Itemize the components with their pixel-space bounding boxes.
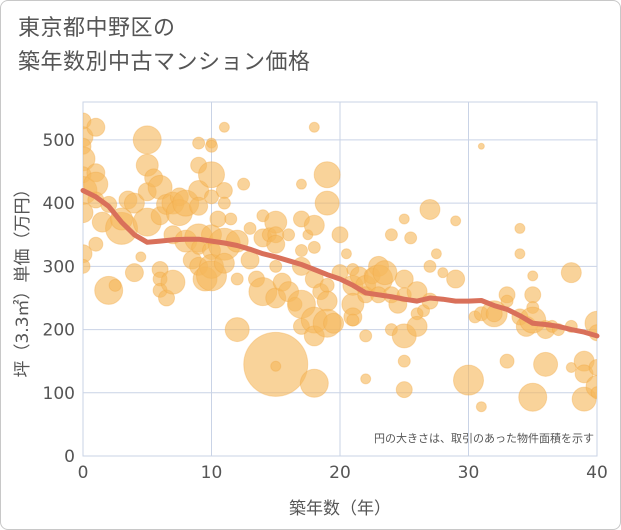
bubble bbox=[295, 178, 307, 190]
bubble bbox=[398, 213, 410, 225]
bubble bbox=[299, 368, 329, 398]
bubble bbox=[316, 290, 338, 312]
bubble bbox=[135, 251, 147, 263]
bubble bbox=[527, 270, 539, 282]
bubble bbox=[108, 278, 122, 292]
bubble bbox=[406, 315, 428, 337]
bubble bbox=[477, 142, 485, 150]
bubble bbox=[560, 262, 582, 284]
bubble bbox=[346, 313, 360, 327]
bubble bbox=[450, 215, 462, 227]
bubble bbox=[282, 228, 296, 242]
bubble bbox=[423, 259, 437, 273]
x-tick-labels: 0 10 20 30 40 bbox=[78, 463, 608, 483]
bubble bbox=[86, 117, 106, 137]
bubble bbox=[446, 269, 466, 289]
bubble bbox=[123, 192, 145, 214]
bubble bbox=[372, 260, 398, 286]
bubble bbox=[270, 360, 282, 372]
bubble bbox=[198, 161, 225, 189]
y-axis-label: 坪（3.3㎡）単価（万円） bbox=[13, 180, 33, 377]
bubble bbox=[419, 198, 441, 220]
bubble bbox=[213, 252, 235, 274]
bubble bbox=[524, 286, 542, 304]
bubble bbox=[475, 401, 487, 413]
bubble bbox=[160, 269, 186, 295]
bubble bbox=[307, 240, 321, 254]
bubble bbox=[319, 277, 335, 293]
bubble bbox=[308, 121, 320, 133]
y-tick-label: 300 bbox=[43, 257, 75, 277]
bubble bbox=[565, 362, 577, 373]
bubble bbox=[266, 234, 286, 254]
bubble bbox=[209, 210, 227, 228]
y-tick-label: 0 bbox=[64, 447, 75, 467]
bubble bbox=[83, 258, 91, 274]
bubble bbox=[269, 259, 283, 273]
bubble bbox=[590, 386, 597, 400]
y-tick-label: 100 bbox=[43, 384, 75, 404]
bubble bbox=[533, 351, 559, 377]
bubble bbox=[237, 177, 251, 191]
x-tick-label: 10 bbox=[201, 463, 223, 483]
x-tick-label: 20 bbox=[329, 463, 351, 483]
title-line-1: 東京都中野区の bbox=[18, 16, 176, 41]
bubble bbox=[430, 248, 442, 260]
bubble bbox=[313, 161, 341, 189]
y-tick-label: 400 bbox=[43, 194, 75, 214]
bubble bbox=[205, 139, 218, 153]
x-tick-label: 30 bbox=[458, 463, 480, 483]
bubble bbox=[224, 212, 238, 226]
bubble bbox=[395, 381, 413, 399]
bubble bbox=[453, 364, 484, 396]
bubble bbox=[303, 214, 325, 236]
bubble bbox=[124, 263, 144, 283]
trend-line bbox=[80, 188, 600, 339]
bubble bbox=[397, 354, 411, 368]
bubble bbox=[314, 190, 340, 216]
title-line-2: 築年数別中古マンション価格 bbox=[18, 50, 311, 75]
bubble bbox=[224, 317, 250, 343]
bubble bbox=[83, 244, 93, 264]
x-tick-label: 0 bbox=[78, 463, 89, 483]
bubble bbox=[331, 226, 349, 244]
bubble bbox=[514, 248, 526, 260]
bubble bbox=[437, 267, 449, 279]
bubble bbox=[243, 221, 257, 235]
y-tick-label: 200 bbox=[43, 321, 75, 341]
chart-title: 東京都中野区の 築年数別中古マンション価格 bbox=[18, 12, 311, 80]
bubble bbox=[215, 182, 233, 199]
bubble bbox=[514, 222, 526, 234]
bubble bbox=[132, 125, 162, 155]
bubble bbox=[588, 359, 597, 376]
bubble bbox=[192, 136, 206, 150]
bubble bbox=[360, 373, 372, 385]
bubble bbox=[204, 189, 219, 205]
bubble bbox=[384, 228, 398, 242]
bubbles bbox=[83, 112, 597, 413]
bubble bbox=[518, 382, 548, 412]
y-tick-label: 500 bbox=[43, 131, 75, 151]
bubble bbox=[83, 202, 94, 224]
bubble bbox=[499, 353, 515, 369]
bubble bbox=[217, 196, 231, 210]
bubble bbox=[189, 196, 209, 216]
bubble bbox=[340, 248, 352, 260]
bubble bbox=[294, 244, 308, 258]
bubble bbox=[323, 312, 345, 334]
bubble bbox=[500, 294, 514, 308]
bubble bbox=[359, 329, 373, 343]
x-axis-label: 築年数（年） bbox=[289, 499, 391, 519]
x-tick-label: 40 bbox=[586, 463, 608, 483]
bubble bbox=[230, 272, 244, 286]
bubble bbox=[218, 121, 230, 133]
bubble-size-note: 円の大きさは、取引のあった物件面積を示す bbox=[374, 431, 594, 445]
bubble bbox=[88, 236, 104, 252]
bubble bbox=[404, 231, 418, 245]
y-tick-labels: 0 100 200 300 400 500 bbox=[43, 131, 75, 467]
